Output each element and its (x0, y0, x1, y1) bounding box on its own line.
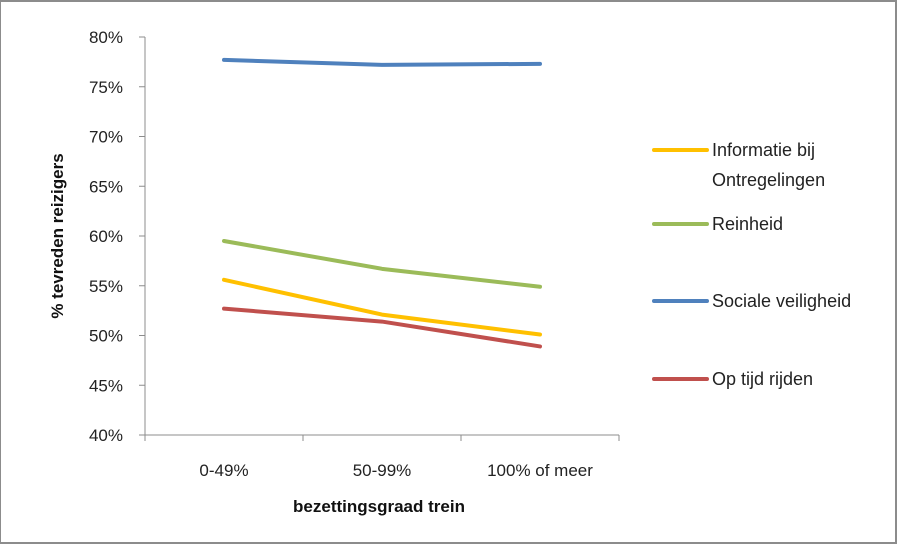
y-axis-ticks: 40% 45% 50% 55% 60% 65% 70% 75% 80% (89, 28, 145, 445)
x-axis-title: bezettingsgraad trein (293, 497, 465, 516)
x-axis-ticks: 0-49% 50-99% 100% of meer (145, 435, 619, 480)
legend-label: Informatie bij (712, 140, 815, 160)
y-axis-title: % tevreden reizigers (48, 153, 67, 318)
series-line (224, 241, 540, 287)
legend-label: Op tijd rijden (712, 369, 813, 389)
y-tick-label: 50% (89, 327, 123, 346)
legend-label: Reinheid (712, 214, 783, 234)
x-tick-label: 50-99% (353, 461, 412, 480)
y-tick-label: 60% (89, 227, 123, 246)
x-tick-label: 0-49% (199, 461, 248, 480)
legend-label: Sociale veiligheid (712, 291, 851, 311)
legend-item: Reinheid (654, 214, 783, 234)
y-tick-label: 75% (89, 78, 123, 97)
y-tick-label: 45% (89, 376, 123, 395)
y-tick-label: 40% (89, 426, 123, 445)
series-lines (224, 60, 540, 347)
series-line (224, 280, 540, 335)
series-line (224, 60, 540, 65)
y-tick-label: 70% (89, 128, 123, 147)
legend-item: Sociale veiligheid (654, 291, 851, 311)
legend-item: Op tijd rijden (654, 369, 813, 389)
y-tick-label: 80% (89, 28, 123, 47)
legend: Informatie bij Ontregelingen Reinheid Socia… (654, 140, 851, 389)
y-tick-label: 55% (89, 277, 123, 296)
axes (145, 37, 619, 435)
y-tick-label: 65% (89, 177, 123, 196)
legend-label: Ontregelingen (712, 170, 825, 190)
x-tick-label: 100% of meer (487, 461, 593, 480)
legend-item: Informatie bij Ontregelingen (654, 140, 825, 190)
